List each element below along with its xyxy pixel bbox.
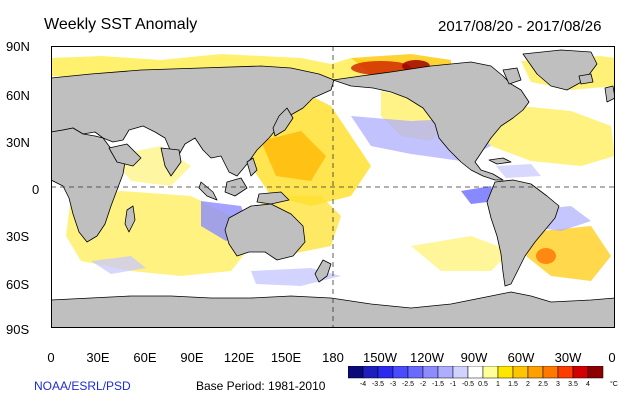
lon-label-60e: 60E — [133, 350, 157, 365]
colorbar-tick-label: -2 — [419, 381, 427, 388]
arabia-landmass — [108, 143, 142, 167]
base-period-text: Base Period: 1981-2010 — [196, 379, 326, 393]
colorbar-tick-label: 2.5 — [538, 381, 548, 388]
philippines-landmass — [246, 157, 258, 177]
lon-label-180: 180 — [322, 350, 344, 365]
colorbar-cell — [542, 366, 559, 379]
north-america-landmass — [332, 61, 530, 181]
land-layer — [51, 49, 615, 328]
lon-label-90e: 90E — [180, 350, 204, 365]
colorbar-cell — [452, 366, 469, 379]
colorbar-tick-label: -3.5 — [371, 381, 385, 388]
lat-label-30s: 30S — [6, 229, 30, 244]
colorbar-tick-label: -4 — [359, 381, 367, 388]
sst-anomaly-map — [51, 46, 615, 328]
japan-landmass — [272, 107, 294, 137]
colorbar-tick-label: 1.5 — [508, 381, 518, 388]
eurasia-landmass — [51, 65, 335, 177]
india-landmass — [160, 147, 182, 177]
map-frame — [51, 46, 615, 328]
lat-label-0: 0 — [32, 182, 40, 197]
map-title: Weekly SST Anomaly — [44, 16, 198, 33]
colorbar-tick-label: -0.5 — [461, 381, 475, 388]
colorbar-cell — [437, 366, 454, 379]
colorbar-cell — [362, 366, 379, 379]
colorbar-cell — [512, 366, 529, 379]
colorbar-cell — [572, 366, 589, 379]
colorbar-cell — [407, 366, 424, 379]
lat-label-30n: 30N — [6, 135, 30, 150]
colorbar-cell — [392, 366, 409, 379]
colorbar-cell — [557, 366, 574, 379]
colorbar-tick-label: -3 — [389, 381, 397, 388]
colorbar — [348, 366, 604, 379]
south-america-landmass — [486, 179, 560, 287]
lat-label-60n: 60N — [6, 88, 30, 103]
colorbar-cell — [377, 366, 394, 379]
lon-label-60w: 60W — [507, 350, 535, 365]
lon-label-120e: 120E — [223, 350, 255, 365]
date-range: 2017/08/20 - 2017/08/26 — [438, 18, 602, 35]
lon-label-0-end: 0 — [608, 350, 616, 365]
colorbar-tick-label: -1.5 — [431, 381, 445, 388]
colorbar-unit: °C — [610, 381, 618, 388]
colorbar-tick-label: 4 — [586, 381, 590, 388]
lon-label-120w: 120W — [410, 350, 444, 365]
lon-label-90w: 90W — [460, 350, 488, 365]
colorbar-cell — [482, 366, 499, 379]
colorbar-cell — [422, 366, 439, 379]
new-guinea-landmass — [256, 191, 290, 205]
colorbar-tick-label: -1 — [449, 381, 457, 388]
lon-label-30e: 30E — [86, 350, 110, 365]
colorbar-tick-label: 2 — [526, 381, 530, 388]
colorbar-cell — [467, 366, 484, 379]
new-zealand-landmass — [314, 259, 332, 283]
colorbar-cell — [587, 366, 604, 379]
colorbar-cell — [527, 366, 544, 379]
borneo-landmass — [224, 177, 248, 197]
colorbar-tick-label: 0.5 — [478, 381, 488, 388]
lon-label-0: 0 — [47, 350, 55, 365]
lat-label-60s: 60S — [6, 277, 30, 292]
australia-landmass — [224, 203, 306, 261]
colorbar-tick-label: 3 — [556, 381, 560, 388]
lat-label-90s: 90S — [6, 322, 30, 337]
iceland-landmass — [578, 73, 594, 85]
africa-landmass — [51, 127, 126, 243]
credit-text: NOAA/ESRL/PSD — [34, 379, 131, 393]
lon-label-150e: 150E — [270, 350, 302, 365]
baffin-landmass — [502, 67, 522, 85]
lat-label-90n: 90N — [6, 39, 30, 54]
colorbar-tick-label: 1 — [496, 381, 500, 388]
uk-landmass — [604, 85, 615, 103]
cuba-landmass — [488, 157, 512, 165]
lon-label-150w: 150W — [363, 350, 397, 365]
madagascar-landmass — [124, 205, 136, 233]
colorbar-cell — [348, 366, 364, 379]
colorbar-tick-label: 3.5 — [568, 381, 578, 388]
colorbar-cell — [497, 366, 514, 379]
lon-label-30w: 30W — [554, 350, 582, 365]
colorbar-tick-label: -2.5 — [401, 381, 415, 388]
